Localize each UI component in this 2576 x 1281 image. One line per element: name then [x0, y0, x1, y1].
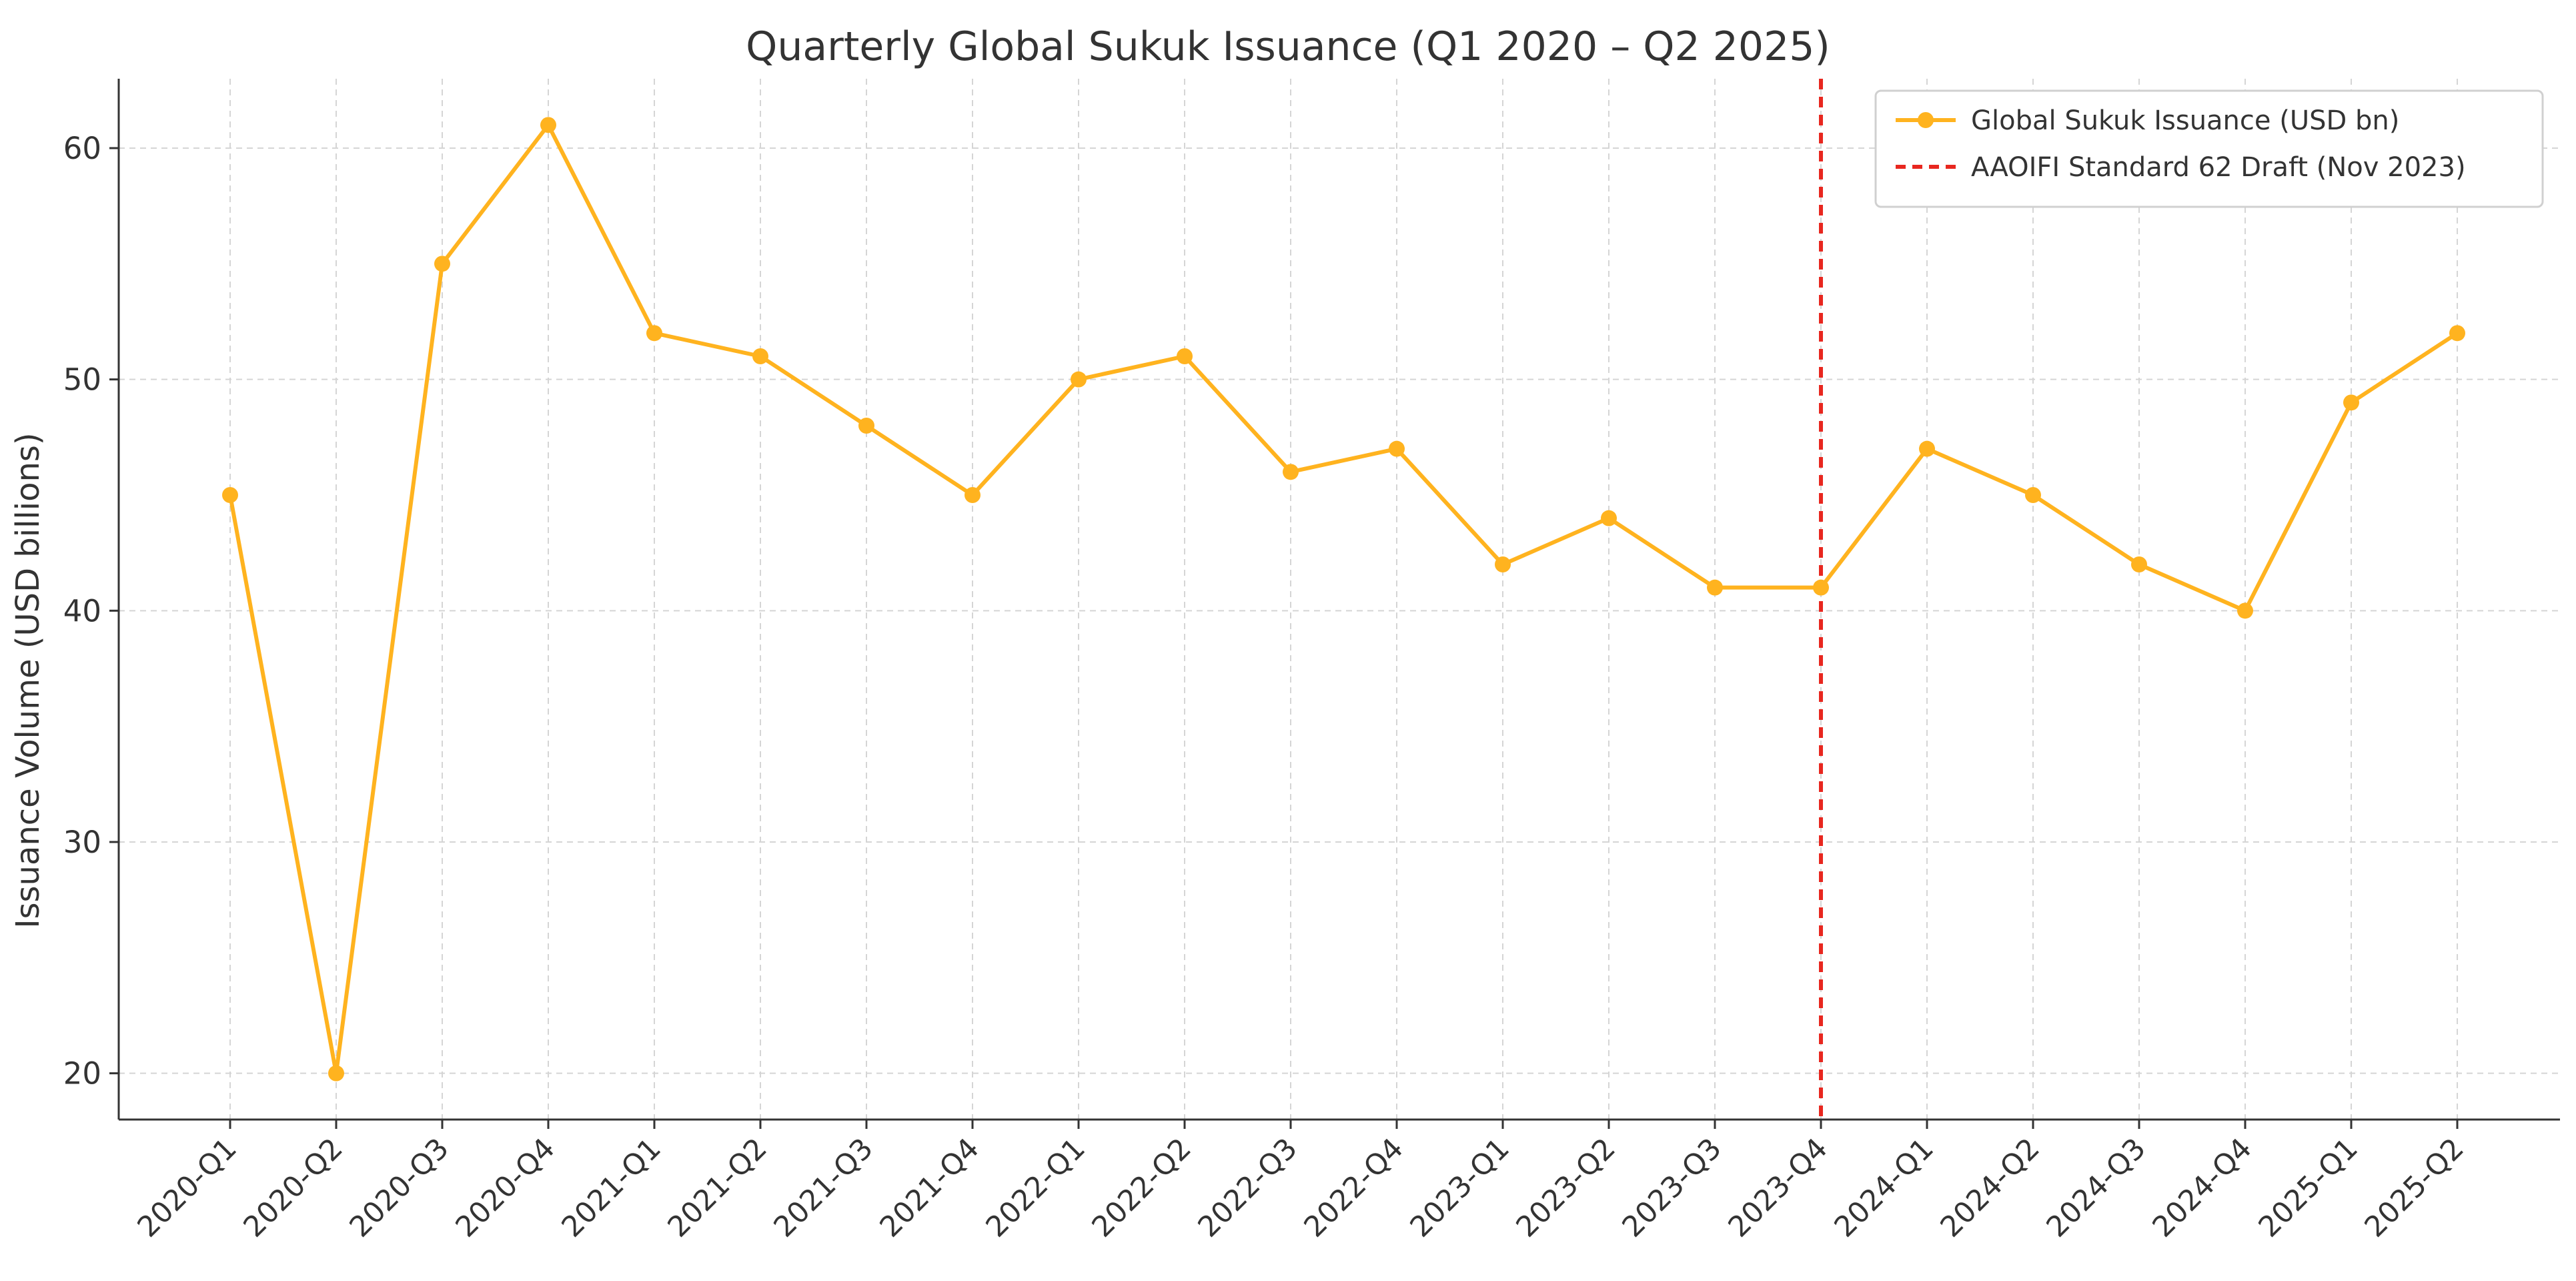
x-tick-label: 2024-Q2	[1934, 1132, 2046, 1244]
grid	[119, 79, 2560, 1120]
data-point	[2025, 487, 2041, 503]
data-point	[540, 117, 556, 133]
y-tick-label: 20	[63, 1056, 101, 1092]
x-tick-label: 2022-Q1	[980, 1132, 1092, 1244]
data-point	[2449, 325, 2465, 342]
x-tick-label: 2024-Q4	[2146, 1132, 2259, 1244]
data-point	[858, 418, 874, 434]
x-tick-label: 2022-Q4	[1298, 1132, 1410, 1244]
x-tick-label: 2021-Q4	[874, 1132, 986, 1244]
x-tick-label: 2021-Q3	[768, 1132, 880, 1244]
data-point	[1601, 510, 1617, 526]
x-tick-label: 2023-Q3	[1616, 1132, 1728, 1244]
x-tick-label: 2020-Q2	[237, 1132, 350, 1244]
series-layer	[222, 117, 2465, 1082]
data-point	[328, 1065, 344, 1082]
x-tick-label: 2023-Q2	[1510, 1132, 1622, 1244]
x-tick-label: 2022-Q3	[1192, 1132, 1304, 1244]
data-point	[1389, 440, 1405, 457]
legend-series-marker	[1918, 112, 1934, 128]
legend-series-label: Global Sukuk Issuance (USD bn)	[1971, 105, 2399, 136]
data-point	[1177, 348, 1193, 364]
x-tick-label: 2020-Q4	[450, 1132, 562, 1244]
x-tick-label: 2022-Q2	[1086, 1132, 1198, 1244]
x-tick-label: 2024-Q3	[2040, 1132, 2152, 1244]
legend-box	[1874, 89, 2544, 208]
series-line	[228, 123, 2459, 1076]
x-tick-label: 2020-Q3	[344, 1132, 456, 1244]
x-tick-label: 2025-Q1	[2252, 1132, 2365, 1244]
data-point	[222, 487, 238, 503]
x-tick-label: 2021-Q2	[662, 1132, 774, 1244]
y-tick-label: 50	[63, 362, 101, 398]
x-tick-label: 2023-Q1	[1404, 1132, 1516, 1244]
data-point	[434, 256, 450, 272]
data-point	[752, 348, 768, 364]
data-point	[1707, 579, 1723, 596]
ticks: 20304050602020-Q12020-Q22020-Q32020-Q420…	[63, 131, 2471, 1244]
x-tick-label: 2024-Q1	[1828, 1132, 1940, 1244]
data-point	[2343, 394, 2359, 411]
chart-title: Quarterly Global Sukuk Issuance (Q1 2020…	[746, 23, 1830, 70]
legend-annotation-label: AAOIFI Standard 62 Draft (Nov 2023)	[1971, 152, 2466, 183]
y-tick-label: 30	[63, 825, 101, 860]
x-tick-label: 2023-Q4	[1722, 1132, 1834, 1244]
x-tick-label: 2021-Q1	[556, 1132, 668, 1244]
data-point	[1495, 556, 1511, 572]
data-point	[2237, 602, 2253, 619]
data-point	[1813, 579, 1829, 596]
data-point	[1919, 440, 1935, 457]
data-point	[646, 325, 662, 342]
data-point	[964, 487, 981, 503]
data-point	[2131, 556, 2147, 572]
data-point	[1071, 371, 1087, 388]
y-tick-label: 40	[63, 593, 101, 628]
legend: Global Sukuk Issuance (USD bn) AAOIFI St…	[1874, 89, 2544, 208]
axes	[117, 79, 2560, 1121]
y-axis-label: Issuance Volume (USD billions)	[9, 432, 47, 928]
x-tick-label: 2025-Q2	[2359, 1132, 2471, 1244]
data-point	[1283, 464, 1299, 480]
y-tick-label: 60	[63, 131, 101, 166]
x-tick-label: 2020-Q1	[131, 1132, 243, 1244]
